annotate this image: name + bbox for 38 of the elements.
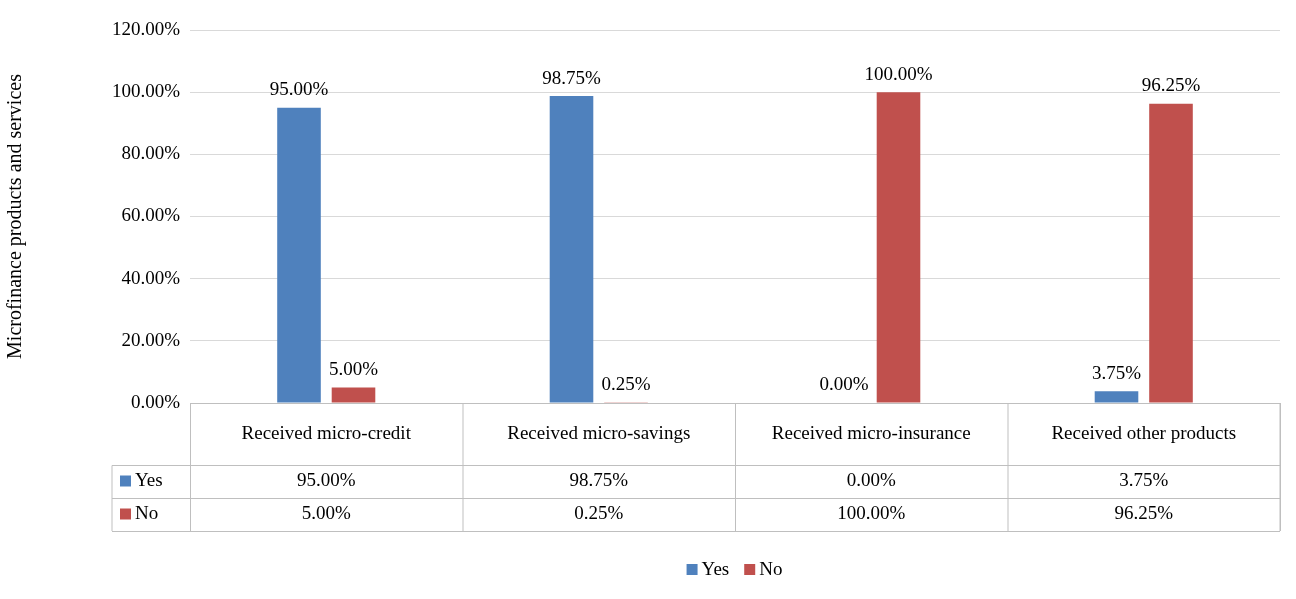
x-tick-label: Received other products xyxy=(1051,421,1237,443)
y-tick-label: 40.00% xyxy=(121,266,181,288)
y-tick-label: 60.00% xyxy=(121,204,181,226)
x-tick-label: Received micro-insurance xyxy=(771,421,971,443)
data-label: 5.00% xyxy=(301,502,351,524)
bar xyxy=(876,92,921,403)
legend-label: No xyxy=(759,557,783,579)
data-label: 3.75% xyxy=(1119,469,1169,491)
text: Yes xyxy=(701,557,730,579)
data-label: 95.00% xyxy=(296,469,356,491)
text: No xyxy=(135,502,159,524)
bar xyxy=(549,96,594,403)
y-axis-title: Microfinance products and services xyxy=(3,73,27,359)
y-tick-label: 120.00% xyxy=(111,17,181,39)
text: 100.00% xyxy=(864,62,933,84)
y-tick-label: 80.00% xyxy=(121,142,181,164)
y-tick-label: 100.00% xyxy=(111,80,181,102)
data-label: 100.00% xyxy=(837,502,906,524)
text: 96.25% xyxy=(1141,74,1201,96)
text: 0.25% xyxy=(601,372,651,394)
legend-label: Yes xyxy=(135,469,163,491)
data-label: 98.75% xyxy=(569,469,629,491)
bar xyxy=(1149,103,1193,403)
bar xyxy=(1094,391,1139,403)
data-label: 0.25% xyxy=(574,502,624,524)
x-tick-label: Received micro-credit xyxy=(241,421,412,443)
y-tick-label: 0.00% xyxy=(130,390,181,412)
bar xyxy=(277,107,321,403)
text: 95.00% xyxy=(269,78,329,100)
y-tick-label: 20.00% xyxy=(121,328,181,350)
data-label: 96.25% xyxy=(1114,502,1174,524)
bar xyxy=(331,387,376,403)
text: 98.75% xyxy=(542,66,601,88)
text: 3.75% xyxy=(1091,361,1142,383)
text: 0.00% xyxy=(819,373,869,395)
text: 5.00% xyxy=(328,357,379,379)
x-tick-label: Received micro-savings xyxy=(507,421,691,443)
data-label: 0.00% xyxy=(846,469,896,491)
